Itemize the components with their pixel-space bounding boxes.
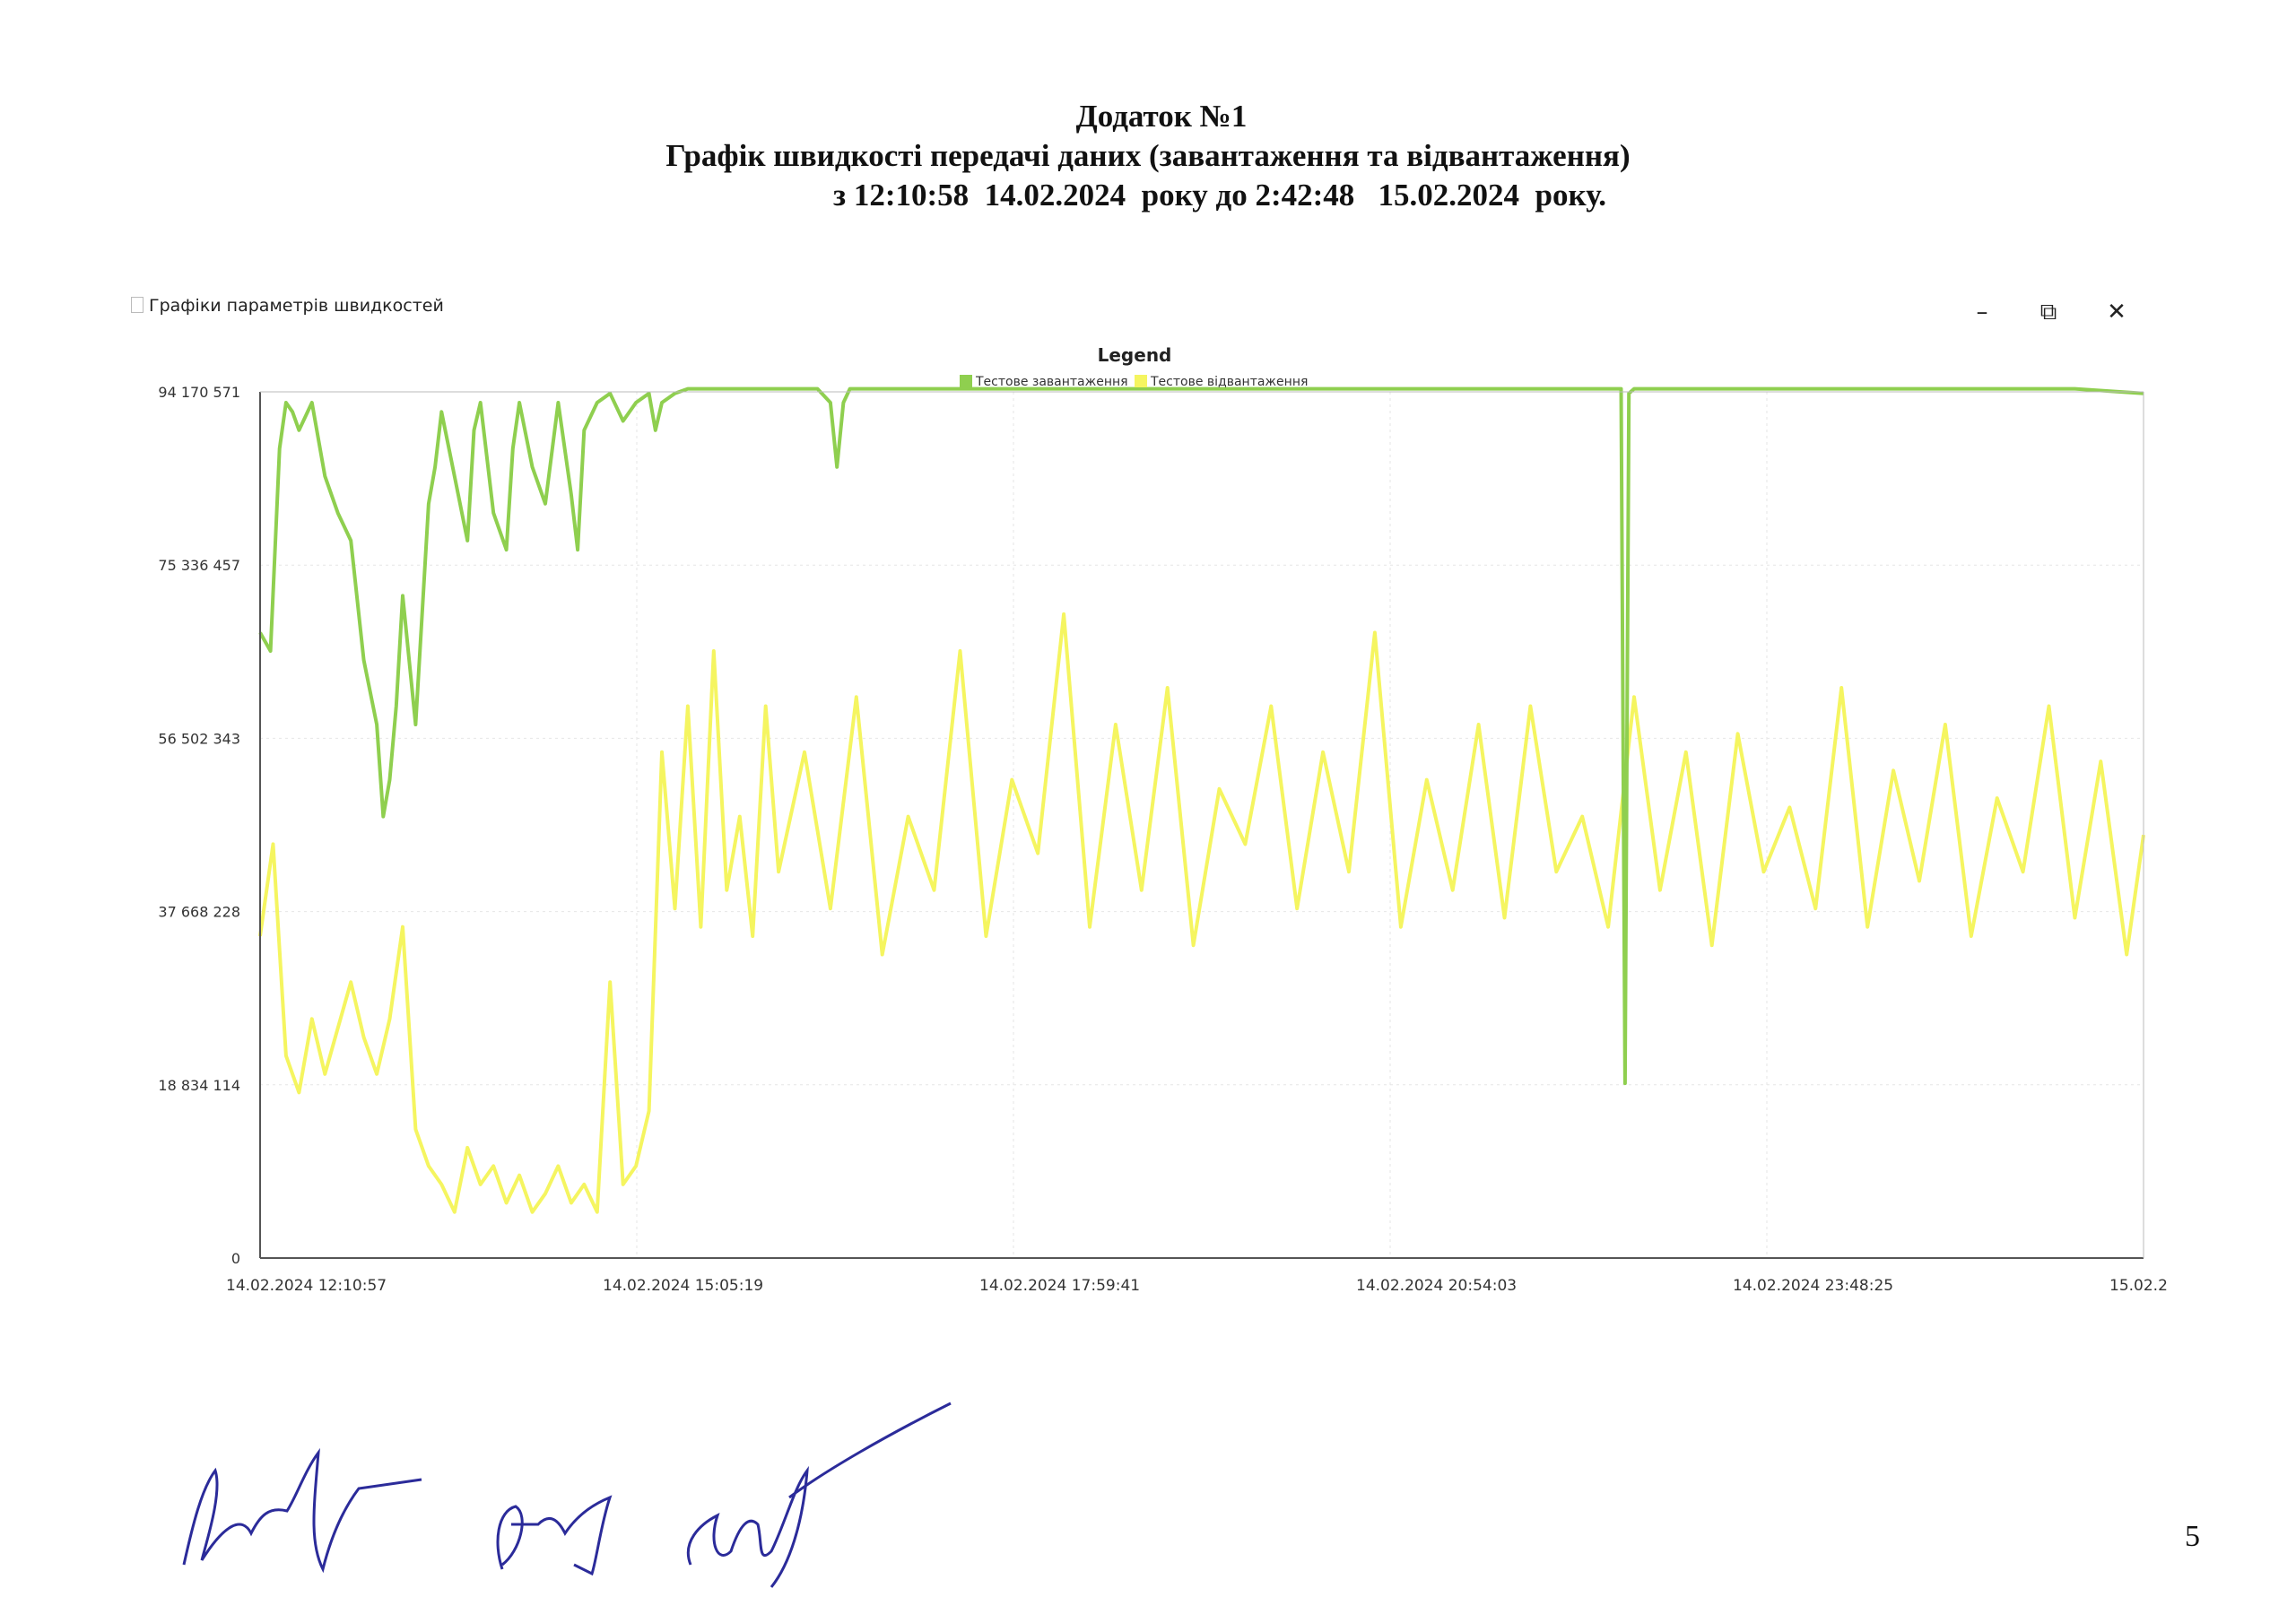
window-title-text: Графіки параметрів швидкостей: [149, 296, 444, 316]
signature-2: [496, 1495, 613, 1576]
signature-3: [686, 1402, 952, 1588]
y-tick-label: 56 502 343: [158, 730, 240, 747]
x-tick-label: 15.02.2: [2109, 1277, 2168, 1295]
legend-entry-1: Тестове відвантаження: [1150, 375, 1308, 389]
y-tick-label: 18 834 114: [158, 1077, 240, 1094]
restore-button[interactable]: ⧉: [2039, 299, 2057, 325]
x-tick-label: 14.02.2024 20:54:03: [1356, 1277, 1517, 1295]
series-layer: [258, 386, 2145, 1214]
y-tick-label: 75 336 457: [158, 557, 240, 574]
legend-swatch-1: [1135, 375, 1147, 387]
legend-entry-0: Тестове завантаження: [975, 375, 1128, 389]
series-line-0: [258, 386, 2144, 1086]
legend-title: Legend: [1098, 344, 1172, 366]
x-tick-label: 14.02.2024 15:05:19: [603, 1277, 763, 1295]
x-tick-label: 14.02.2024 12:10:57: [226, 1277, 387, 1295]
signature-1: [182, 1447, 422, 1574]
window-title: Графіки параметрів швидкостей: [131, 296, 444, 316]
y-tick-label: 37 668 228: [158, 904, 240, 921]
appendix-title: Додаток №1: [1075, 99, 1248, 134]
x-tick-label: 14.02.2024 17:59:41: [979, 1277, 1140, 1295]
speed-chart: 0 18 834 114 37 668 228 56 502 343 75 336 45…: [158, 344, 2168, 1295]
page-number: 5: [2185, 1520, 2200, 1553]
period-description: з 12:10:58 14.02.2024 року до 2:42:48 15…: [833, 178, 1606, 213]
chart-description: Графік швидкості передачі даних (заванта…: [665, 138, 1631, 173]
close-button[interactable]: ✕: [2107, 299, 2126, 325]
y-tick-label: 0: [231, 1250, 240, 1267]
series-line-1: [258, 612, 2145, 1214]
y-tick-label: 94 170 571: [158, 384, 240, 401]
x-tick-label: 14.02.2024 23:48:25: [1733, 1277, 1893, 1295]
document-header: Додаток №1 Графік швидкості передачі дан…: [0, 97, 2296, 215]
axes: 0 18 834 114 37 668 228 56 502 343 75 336 45…: [158, 384, 2168, 1295]
legend: Legend Тестове завантаження Тестове відван…: [960, 344, 1308, 389]
minimize-button[interactable]: –: [1976, 299, 1988, 325]
legend-swatch-0: [960, 375, 972, 387]
signature-group: [182, 1402, 952, 1588]
app-icon: [131, 297, 144, 313]
